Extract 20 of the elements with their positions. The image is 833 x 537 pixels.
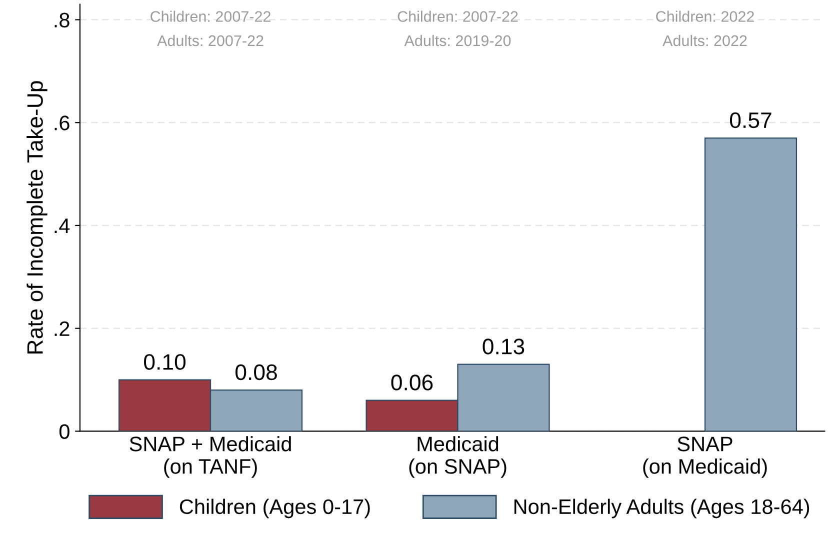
data-label: 0.06 (391, 374, 433, 390)
bar (704, 137, 798, 432)
x-tick-label: SNAP + Medicaid (on TANF) (130, 436, 291, 478)
annotation: Children: 2022 Adults: 2022 (656, 10, 754, 46)
data-label: 0.13 (482, 338, 524, 354)
legend-label: Children (Ages 0-17) (180, 498, 370, 518)
data-label: 0.08 (236, 364, 277, 380)
data-label: 0.10 (144, 354, 186, 370)
y-tick-label: 0 (59, 424, 70, 439)
data-label: 0.57 (730, 112, 772, 128)
y-axis-title: Rate of Incomplete Take-Up (26, 81, 48, 354)
legend-label: Non-Elderly Adults (Ages 18-64) (514, 498, 810, 518)
y-tick-label: .4 (54, 218, 70, 234)
annotation: Children: 2007-22 Adults: 2019-20 (398, 10, 518, 46)
y-tick-label: .2 (54, 321, 70, 336)
x-tick-label: SNAP (on Medicaid) (643, 436, 767, 478)
y-tick-label: .8 (54, 12, 70, 28)
x-tick-label: Medicaid (on SNAP) (409, 436, 506, 478)
y-tick-label: .6 (54, 116, 70, 130)
annotation: Children: 2007-22 Adults: 2007-22 (150, 10, 270, 46)
